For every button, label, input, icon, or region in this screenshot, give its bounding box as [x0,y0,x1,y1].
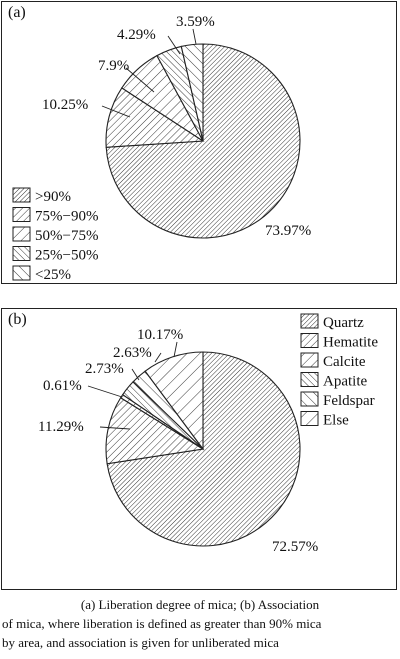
figure-caption: (a) Liberation degree of mica; (b) Assoc… [0,595,400,652]
legend-entry-90pct: >90% [35,189,71,205]
legend-entry-hematite: Hematite [323,335,378,351]
legend-swatch-quartz [300,313,319,329]
leader-line-else [173,341,178,358]
value-label-feldspar: 2.63% [113,345,152,361]
value-label-50pct-75pct: 7.9% [98,58,129,74]
legend-swatch-25pct-50pct [12,246,31,261]
legend-swatch-75pct-90pct [12,207,31,222]
legend-swatch-else [300,411,319,426]
pie-chart-a: 73.97% 10.25% 7.9% 4.29% 3.59% >90% 75%−90% 50%… [12,14,311,283]
pie-slice-hematite [105,396,205,465]
leader-line-hematite [99,426,131,430]
caption-line-3: by area, and association is given for un… [2,635,279,650]
value-label-apatite: 2.73% [85,361,124,377]
panel-a-label: (a) [8,4,26,21]
value-label-90pct: 73.97% [265,223,311,239]
legend-entry-calcite: Calcite [323,354,366,370]
value-label-calcite: 0.61% [43,378,82,394]
legend: Quartz Hematite Calcite Apatite Feldspar Else [300,313,378,429]
legend-entry-25pct-50pct: 25%−50% [35,248,98,264]
legend: >90% 75%−90% 50%−75% 25%−50% <25% [12,187,98,283]
legend-entry-25pct: <25% [35,267,71,283]
legend-swatch-90pct [12,187,31,203]
leader-line-25pct-50pct [167,35,181,55]
value-label-quartz: 72.57% [272,539,318,555]
value-label-25pct: 3.59% [176,14,215,30]
panel-b: (b) 72.57% 11.29% 0.61% 2.73% 2.63% 10.17% Qua… [1,308,397,590]
leader-line-75pct-90pct [101,105,131,118]
legend-swatch-calcite [300,352,319,368]
pie-slice-else [144,351,204,451]
value-label-25pct-50pct: 4.29% [117,27,156,43]
legend-entry-50pct-75pct: 50%−75% [35,228,98,244]
legend-entry-else: Else [323,413,349,429]
pie-chart-b: 72.57% 11.29% 0.61%2.73%2.63% 10.17% Quartz H… [38,313,378,555]
pie-slices [105,43,301,239]
legend-entry-75pct-90pct: 75%−90% [35,209,98,225]
leader-line-apatite [131,368,140,381]
value-label-75pct-90pct: 10.25% [42,97,88,113]
leader-line-25pct [192,28,197,45]
legend-entry-quartz: Quartz [323,315,364,331]
panel-b-label: (b) [8,311,27,328]
leader-line-calcite [87,385,123,398]
legend-swatch-50pct-75pct [12,226,31,242]
legend-swatch-feldspar [300,391,319,407]
leader-line-feldspar [154,352,162,363]
panel-a: (a) 73.97% 10.25% 7.9% 4.29% 3.59% >90% 75%−90… [1,1,397,284]
pie-slice-25pct [180,43,204,142]
pie-slices [105,351,301,547]
legend-swatch-apatite [300,372,319,387]
caption-line-2: of mica, where liberation is defined as … [2,616,322,631]
value-label-hematite: 11.29% [38,419,84,435]
leader-line-50pct-75pct [125,67,155,93]
value-label-else: 10.17% [137,327,183,343]
legend-entry-apatite: Apatite [323,374,367,390]
legend-swatch-hematite [300,333,319,348]
legend-entry-feldspar: Feldspar [323,393,375,409]
legend-swatch-25pct [12,265,31,281]
caption-line-1: (a) Liberation degree of mica; (b) Assoc… [80,597,320,612]
